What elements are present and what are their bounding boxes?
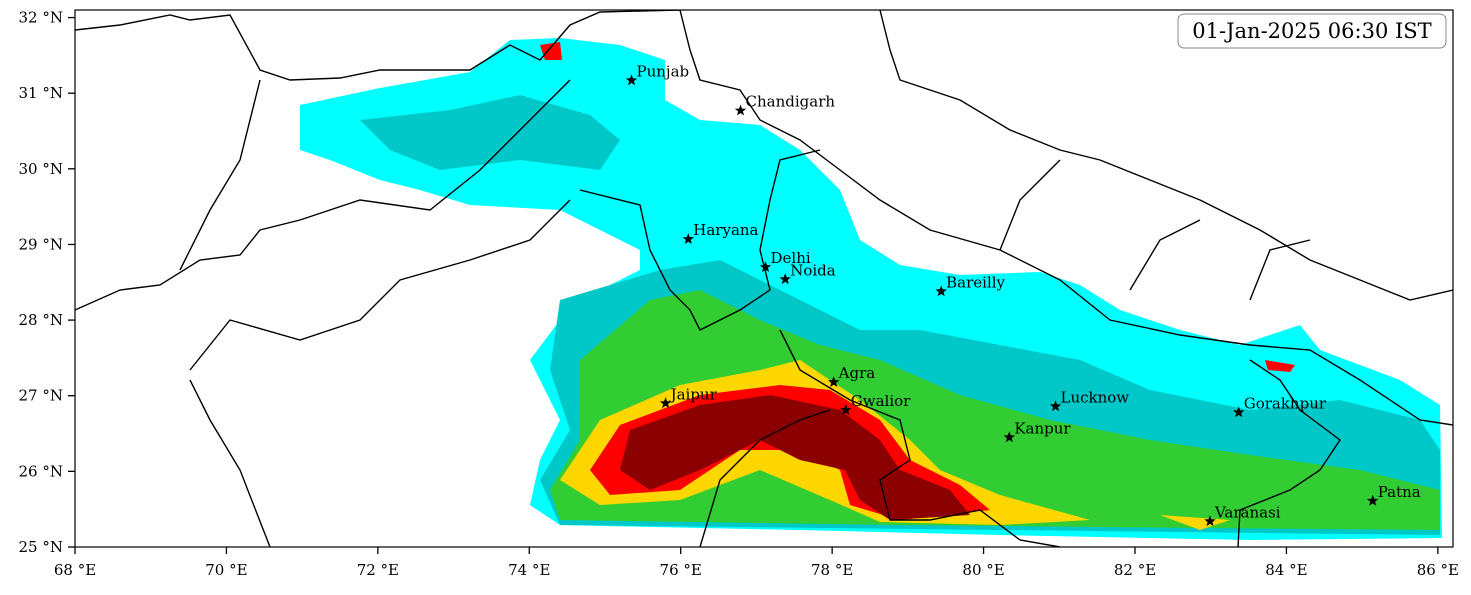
city-label: Patna xyxy=(1378,483,1421,501)
city-label: Jaipur xyxy=(669,385,718,403)
city-marker xyxy=(1367,494,1379,506)
timestamp: 01-Jan-2025 06:30 IST xyxy=(1192,19,1431,43)
city-marker xyxy=(734,104,747,116)
city-label: Agra xyxy=(838,364,876,382)
timestamp-box xyxy=(1177,13,1447,49)
x-tick-label: 80 °E xyxy=(962,561,1004,579)
city-marker xyxy=(1003,431,1015,443)
y-tick-label: 29 °N xyxy=(19,235,63,253)
city-label: Kanpur xyxy=(1014,419,1071,437)
city-marker xyxy=(682,233,694,244)
x-tick-label: 68 °E xyxy=(54,561,96,579)
x-tick-label: 86 °E xyxy=(1417,561,1459,579)
city-marker xyxy=(625,74,638,86)
city-marker xyxy=(779,273,791,285)
y-tick-label: 28 °N xyxy=(19,311,63,329)
x-tick-label: 74 °E xyxy=(508,561,550,579)
city-marker xyxy=(759,261,772,272)
y-tick-label: 27 °N xyxy=(19,387,63,405)
city-label: Noida xyxy=(790,261,836,279)
city-label: Varanasi xyxy=(1214,503,1281,521)
x-tick-label: 78 °E xyxy=(811,561,853,579)
x-tick-label: 76 °E xyxy=(660,561,702,579)
city-marker xyxy=(1233,406,1245,418)
y-tick-label: 32 °N xyxy=(19,9,63,27)
city-marker xyxy=(1204,515,1216,527)
city-label: Gorakhpur xyxy=(1244,394,1327,412)
y-tick-label: 26 °N xyxy=(19,462,63,480)
city-label: Bareilly xyxy=(946,273,1005,291)
city-marker xyxy=(1049,400,1062,412)
x-tick-label: 84 °E xyxy=(1265,561,1307,579)
plot-frame xyxy=(74,9,1454,548)
city-label: Punjab xyxy=(637,62,690,80)
y-tick-label: 30 °N xyxy=(19,160,63,178)
precipitation xyxy=(300,38,1442,540)
city-marker xyxy=(659,397,672,409)
city-label: Chandigarh xyxy=(746,93,836,111)
borders xyxy=(75,10,1453,547)
city-marker xyxy=(935,285,947,297)
city-label: Lucknow xyxy=(1061,388,1130,406)
city-marker xyxy=(840,404,852,415)
x-tick-label: 72 °E xyxy=(357,561,399,579)
city-label: Haryana xyxy=(693,221,758,239)
city-label: Delhi xyxy=(771,249,811,267)
city-label: Gwalior xyxy=(851,392,911,410)
x-tick-label: 82 °E xyxy=(1114,561,1156,579)
y-tick-label: 31 °N xyxy=(19,84,63,102)
x-tick-label: 70 °E xyxy=(205,561,247,579)
y-tick-label: 25 °N xyxy=(19,538,63,556)
city-marker xyxy=(828,376,840,387)
